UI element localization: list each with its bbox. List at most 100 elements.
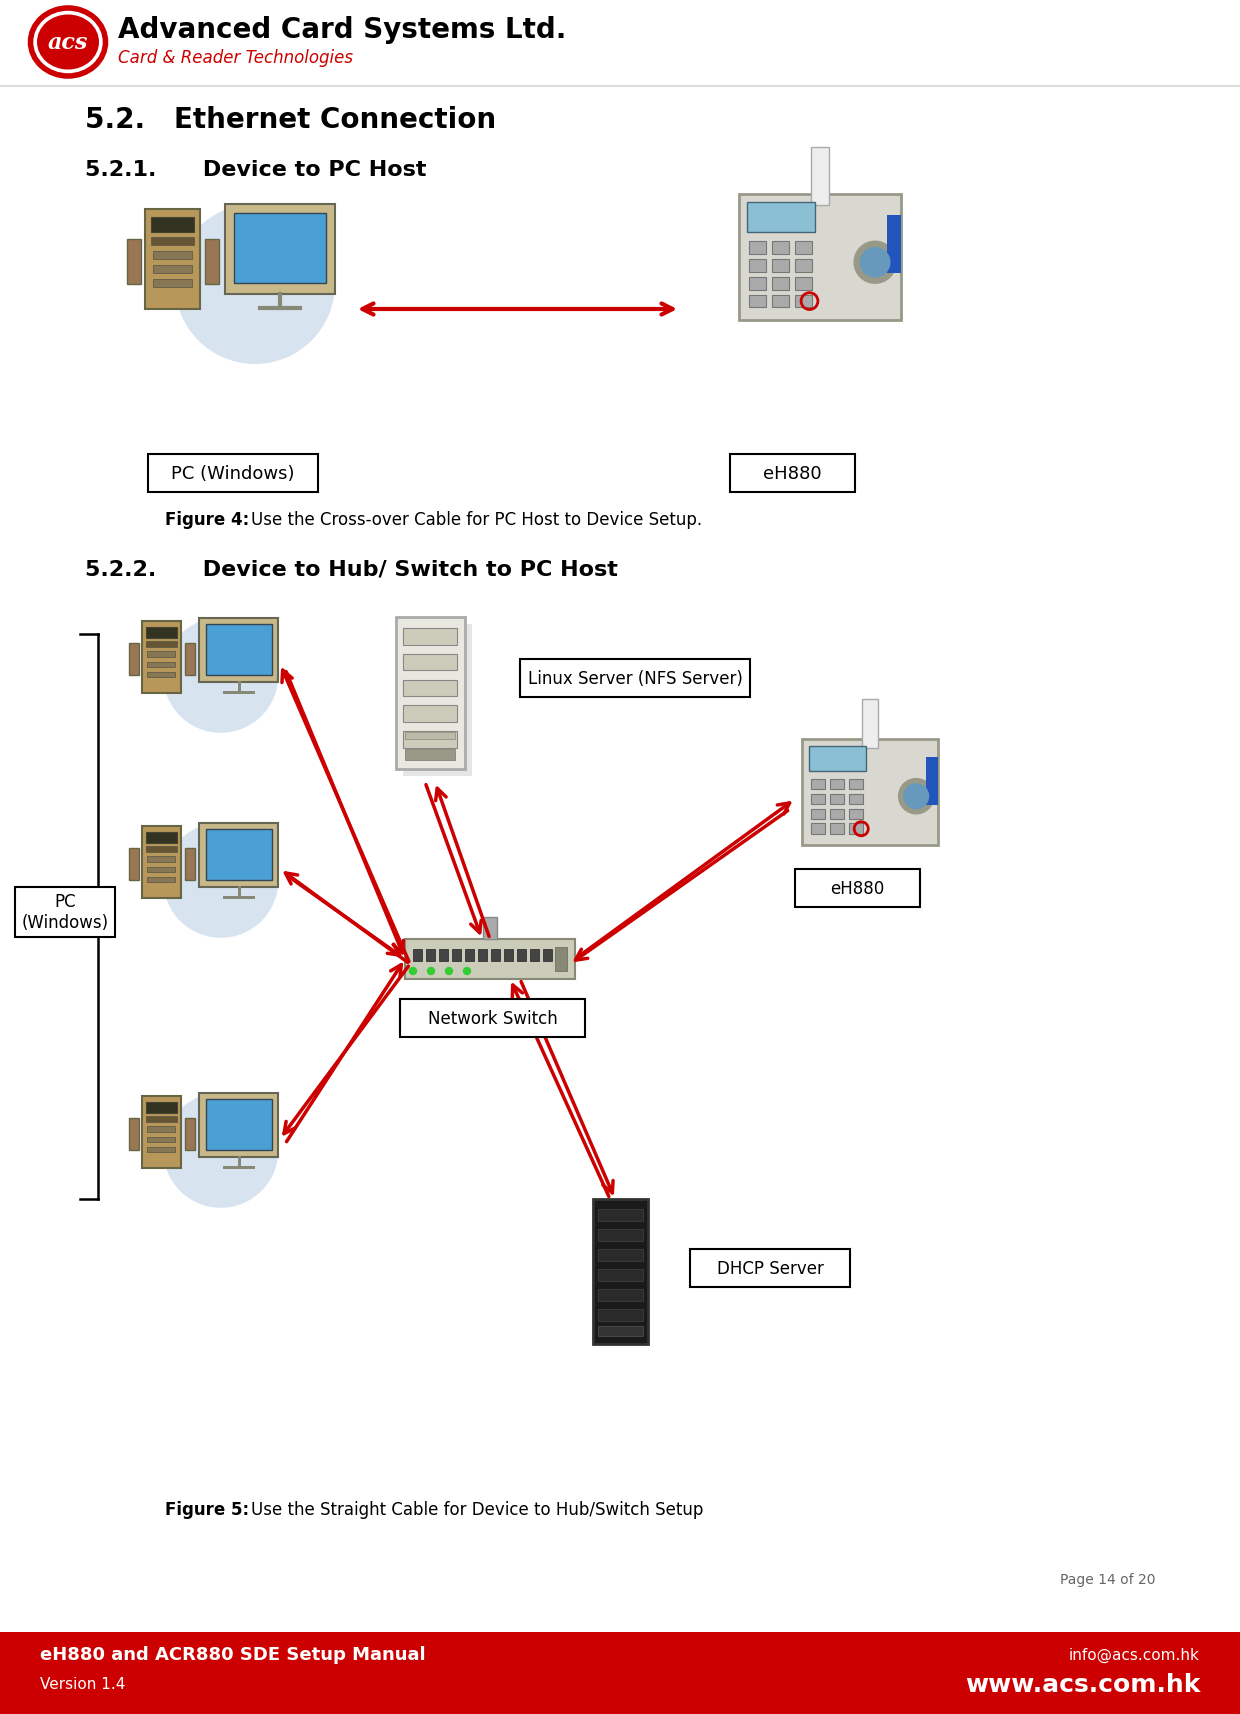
Bar — [403, 629, 458, 644]
Bar — [849, 780, 863, 790]
Circle shape — [445, 968, 453, 975]
Bar — [484, 917, 497, 939]
Bar — [413, 950, 422, 962]
Bar — [224, 206, 335, 295]
Text: DHCP Server: DHCP Server — [717, 1260, 823, 1277]
Bar — [598, 1250, 642, 1262]
Bar — [148, 867, 175, 872]
Bar — [146, 1118, 177, 1123]
Circle shape — [854, 242, 897, 285]
Ellipse shape — [175, 206, 335, 365]
Bar — [598, 1309, 642, 1321]
Bar — [145, 209, 200, 310]
Bar — [746, 204, 815, 233]
Bar — [148, 454, 317, 492]
Bar — [206, 624, 272, 675]
Bar — [811, 147, 830, 206]
Bar — [849, 794, 863, 804]
Bar — [200, 823, 279, 888]
Bar — [396, 617, 465, 770]
Bar — [520, 660, 750, 698]
Bar — [749, 242, 766, 255]
Text: acs: acs — [48, 33, 88, 53]
Bar — [862, 699, 878, 749]
Bar — [206, 830, 272, 879]
Bar — [503, 950, 513, 962]
Bar — [543, 950, 552, 962]
Text: Use the Straight Cable for Device to Hub/Switch Setup: Use the Straight Cable for Device to Hub… — [229, 1500, 703, 1519]
Ellipse shape — [164, 823, 279, 938]
Text: Figure 4:: Figure 4: — [165, 511, 249, 528]
Bar — [795, 278, 812, 290]
Bar — [598, 1270, 642, 1282]
Bar — [830, 824, 844, 835]
Text: www.acs.com.hk: www.acs.com.hk — [965, 1673, 1200, 1697]
Bar — [773, 295, 789, 309]
Bar — [148, 672, 175, 679]
Bar — [148, 651, 175, 658]
Bar — [773, 261, 789, 273]
Bar — [141, 826, 181, 898]
Bar — [453, 950, 461, 962]
Bar — [517, 950, 526, 962]
Text: eH880: eH880 — [763, 464, 822, 483]
Bar — [200, 619, 279, 682]
Bar — [129, 1118, 139, 1150]
Bar — [887, 216, 901, 274]
Bar — [739, 195, 901, 321]
Text: eH880 and ACR880 SDE Setup Manual: eH880 and ACR880 SDE Setup Manual — [40, 1645, 425, 1663]
Bar — [926, 758, 939, 806]
Bar — [234, 214, 326, 285]
Text: 5.2.1.      Device to PC Host: 5.2.1. Device to PC Host — [86, 159, 427, 180]
Circle shape — [899, 780, 934, 814]
Bar — [773, 242, 789, 255]
Bar — [403, 626, 472, 776]
Bar — [403, 655, 458, 670]
Bar — [749, 295, 766, 309]
Bar — [148, 662, 175, 668]
Bar — [795, 242, 812, 255]
Bar — [811, 809, 825, 819]
Bar — [153, 252, 192, 261]
Bar — [146, 643, 177, 648]
Bar — [427, 950, 435, 962]
Text: PC
(Windows): PC (Windows) — [21, 893, 109, 931]
Circle shape — [409, 968, 417, 975]
Text: info@acs.com.hk: info@acs.com.hk — [1069, 1647, 1200, 1661]
Text: Version 1.4: Version 1.4 — [40, 1676, 125, 1692]
Text: 5.2.   Ethernet Connection: 5.2. Ethernet Connection — [86, 106, 496, 134]
Bar — [146, 833, 177, 843]
Bar — [141, 622, 181, 694]
Bar — [126, 240, 141, 285]
Bar — [830, 780, 844, 790]
Bar — [151, 238, 193, 245]
Bar — [598, 1289, 642, 1301]
Bar — [129, 643, 139, 675]
Bar — [830, 794, 844, 804]
Text: Network Switch: Network Switch — [428, 1010, 557, 1027]
Text: Linux Server (NFS Server): Linux Server (NFS Server) — [527, 670, 743, 687]
Bar — [491, 950, 500, 962]
Text: PC (Windows): PC (Windows) — [171, 464, 295, 483]
Bar — [795, 869, 920, 907]
Bar — [153, 266, 192, 274]
Bar — [465, 950, 474, 962]
Circle shape — [428, 968, 434, 975]
Bar — [730, 454, 856, 492]
Bar — [129, 848, 139, 881]
Bar — [811, 780, 825, 790]
Circle shape — [464, 968, 470, 975]
Bar — [830, 809, 844, 819]
Bar — [403, 680, 458, 696]
Bar — [0, 0, 1240, 86]
Bar — [529, 950, 539, 962]
Text: eH880: eH880 — [831, 879, 884, 898]
Bar — [404, 749, 455, 759]
Bar — [401, 999, 585, 1037]
Text: 5.2.2.      Device to Hub/ Switch to PC Host: 5.2.2. Device to Hub/ Switch to PC Host — [86, 560, 618, 579]
Text: Advanced Card Systems Ltd.: Advanced Card Systems Ltd. — [118, 15, 567, 45]
Bar — [689, 1250, 849, 1287]
Bar — [405, 939, 575, 979]
Bar — [185, 848, 195, 881]
Bar — [200, 1094, 279, 1157]
